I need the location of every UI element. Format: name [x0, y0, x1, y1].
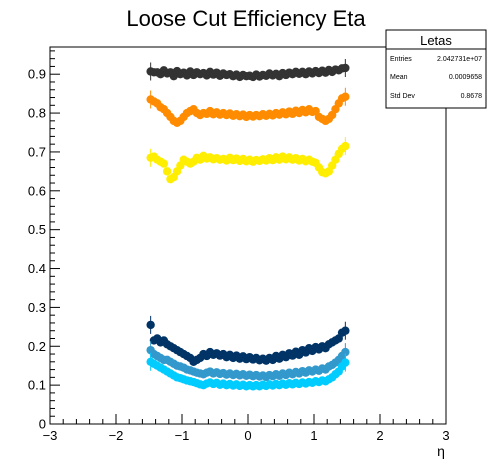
x-tick-label: −1: [175, 428, 190, 443]
x-tick-label: −2: [109, 428, 124, 443]
series-4: [146, 341, 350, 382]
data-point: [341, 63, 350, 73]
chart-title: Loose Cut Efficiency Eta: [126, 6, 366, 31]
data-point: [341, 347, 350, 357]
y-tick-label: 0: [39, 417, 46, 432]
x-tick-label: −3: [43, 428, 58, 443]
data-point: [341, 141, 350, 151]
x-tick-label: 1: [310, 428, 317, 443]
y-tick-label: 0.6: [28, 183, 46, 198]
y-axis: 0 0.1 0.2 0.3 0.4 0.5 0.6 0.7 0.8 0.9: [28, 50, 60, 432]
stats-mean-label: Mean: [390, 74, 408, 81]
data-markers: [146, 58, 350, 391]
stats-stddev-value: 0.8678: [461, 93, 483, 100]
series-1: [146, 87, 350, 127]
x-tick-label: 3: [442, 428, 449, 443]
stats-box-frame: [385, 29, 487, 109]
y-tick-label: 0.1: [28, 378, 46, 393]
data-point: [341, 358, 350, 367]
y-tick-label: 0.9: [28, 67, 46, 82]
data-point: [341, 326, 350, 335]
y-tick-label: 0.4: [28, 261, 46, 276]
data-point: [159, 159, 169, 168]
y-tick-label: 0.5: [28, 222, 46, 237]
stats-mean-value: 0.0009658: [449, 74, 482, 81]
x-axis-label: η: [437, 443, 445, 459]
series-5: [146, 352, 350, 391]
series-2: [146, 137, 350, 184]
y-tick-label: 0.7: [28, 144, 46, 159]
data-point: [162, 167, 172, 176]
series-0: [146, 58, 350, 82]
x-tick-label: 2: [376, 428, 383, 443]
series-3: [146, 315, 350, 367]
stats-box-title: Letas: [420, 33, 452, 48]
x-tick-label: 0: [244, 428, 251, 443]
y-tick-label: 0.3: [28, 300, 46, 315]
y-tick-label: 0.2: [28, 339, 46, 354]
stats-entries-value: 2.042731e+07: [437, 56, 482, 63]
stats-stddev-label: Std Dev: [390, 93, 415, 100]
x-axis: −3 −2 −1 0 1 2 3: [43, 414, 450, 443]
data-point: [341, 92, 350, 101]
stats-entries-label: Entries: [390, 56, 412, 63]
stats-box: Letas Entries 2.042731e+07 Mean 0.000965…: [385, 29, 487, 109]
y-tick-label: 0.8: [28, 106, 46, 121]
data-point: [146, 320, 155, 330]
